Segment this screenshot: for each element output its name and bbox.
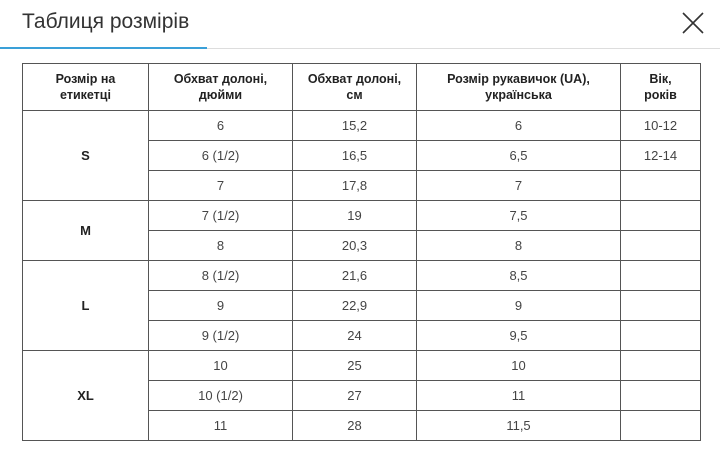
tab-underline bbox=[0, 47, 207, 49]
column-header: Обхват долоні, см bbox=[292, 63, 417, 111]
table-cell: 10-12 bbox=[620, 110, 701, 141]
table-cell: 10 bbox=[416, 350, 621, 381]
table-cell bbox=[620, 200, 701, 231]
size-table: Розмір на етикетці Обхват долоні, дюйми Обхв… bbox=[22, 63, 701, 441]
table-cell bbox=[620, 380, 701, 411]
header-line: Розмір на bbox=[55, 72, 116, 86]
divider bbox=[0, 48, 720, 49]
header-line: українська bbox=[485, 88, 552, 102]
header-row: Розмір на етикетці Обхват долоні, дюйми Обхв… bbox=[22, 63, 701, 111]
table-cell: 24 bbox=[292, 320, 417, 351]
table-row: XL 10 25 10 bbox=[22, 350, 701, 441]
table-cell: 19 bbox=[292, 200, 417, 231]
table-cell: 11 bbox=[148, 410, 293, 441]
column-header: Розмір на етикетці bbox=[22, 63, 149, 111]
table-cell: 9 (1/2) bbox=[148, 320, 293, 351]
table-cell: 6 (1/2) bbox=[148, 140, 293, 171]
table-cell: 27 bbox=[292, 380, 417, 411]
table-cell: 22,9 bbox=[292, 290, 417, 321]
table-cell: 21,6 bbox=[292, 260, 417, 291]
table-cell: 6 bbox=[148, 110, 293, 141]
size-label: S bbox=[22, 110, 149, 201]
table-cell: 7 bbox=[148, 170, 293, 201]
table-cell: 6 bbox=[416, 110, 621, 141]
size-label: L bbox=[22, 260, 149, 351]
table-row: S 6 15,2 6 10-12 bbox=[22, 110, 701, 201]
table-cell: 20,3 bbox=[292, 230, 417, 261]
table-cell bbox=[620, 410, 701, 441]
close-button[interactable] bbox=[682, 12, 704, 34]
table-cell: 8,5 bbox=[416, 260, 621, 291]
modal-title: Таблиця розмірів bbox=[22, 10, 190, 33]
table-row: 6 (1/2) 16,5 6,5 12-14 bbox=[23, 140, 701, 171]
table-cell: 8 (1/2) bbox=[148, 260, 293, 291]
size-label: XL bbox=[22, 350, 149, 441]
table-cell: 6,5 bbox=[416, 140, 621, 171]
table-cell: 7,5 bbox=[416, 200, 621, 231]
column-header: Розмір рукавичок (UA), українська bbox=[416, 63, 621, 111]
table-row: 9 22,9 9 bbox=[23, 290, 701, 321]
header-line: етикетці bbox=[60, 88, 111, 102]
table-cell: 7 (1/2) bbox=[148, 200, 293, 231]
table-cell: 11 bbox=[416, 380, 621, 411]
table-cell: 7 bbox=[416, 170, 621, 201]
table-cell bbox=[620, 260, 701, 291]
header-line: Розмір рукавичок (UA), bbox=[447, 72, 590, 86]
table-cell: 10 bbox=[148, 350, 293, 381]
table-cell: 15,2 bbox=[292, 110, 417, 141]
table-cell bbox=[620, 230, 701, 261]
header-line: років bbox=[644, 88, 677, 102]
table-row: 10 (1/2) 27 11 bbox=[23, 380, 701, 411]
table-cell bbox=[620, 350, 701, 381]
header-line: дюйми bbox=[198, 88, 243, 102]
table-cell: 9 bbox=[148, 290, 293, 321]
header-line: Вік, bbox=[649, 72, 672, 86]
table-body: S 6 15,2 6 10-12 6 (1/2) 16,5 6,5 12-14 7 17,8 7 M 7 … bbox=[22, 110, 701, 441]
table-cell: 11,5 bbox=[416, 410, 621, 441]
table-row: 11 28 11,5 bbox=[23, 410, 701, 441]
column-header: Обхват долоні, дюйми bbox=[148, 63, 293, 111]
table-cell: 10 (1/2) bbox=[148, 380, 293, 411]
table-cell: 9 bbox=[416, 290, 621, 321]
table-cell: 16,5 bbox=[292, 140, 417, 171]
table-cell: 12-14 bbox=[620, 140, 701, 171]
table-cell bbox=[620, 290, 701, 321]
table-cell bbox=[620, 170, 701, 201]
table-cell: 25 bbox=[292, 350, 417, 381]
table-cell: 17,8 bbox=[292, 170, 417, 201]
header-line: Обхват долоні, bbox=[307, 72, 402, 86]
header-line: см bbox=[346, 88, 363, 102]
size-label: M bbox=[22, 200, 149, 261]
column-header: Вік, років bbox=[620, 63, 701, 111]
table-cell bbox=[620, 320, 701, 351]
table-cell: 8 bbox=[148, 230, 293, 261]
table-cell: 9,5 bbox=[416, 320, 621, 351]
table-row: 7 17,8 7 bbox=[23, 170, 701, 201]
table-cell: 8 bbox=[416, 230, 621, 261]
table-cell: 28 bbox=[292, 410, 417, 441]
header-line: Обхват долоні, bbox=[173, 72, 268, 86]
